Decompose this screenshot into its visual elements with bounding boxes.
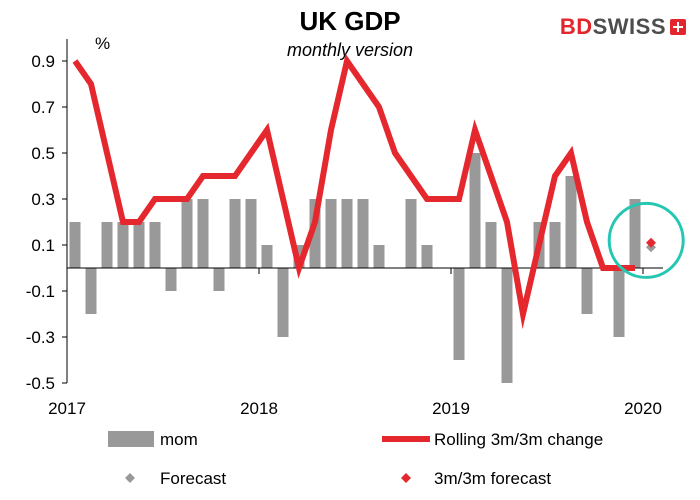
mom-bar — [117, 222, 129, 268]
rolling-3m-line — [72, 53, 635, 330]
y-tick-label: -0.1 — [26, 282, 55, 301]
mom-bar — [341, 199, 353, 268]
highlight-circle — [607, 201, 685, 279]
mom-bar — [181, 199, 193, 268]
mom-bar — [357, 199, 369, 268]
x-tick-label: 2017 — [48, 399, 86, 418]
mom-bar — [133, 222, 145, 268]
y-tick-label: 0.7 — [31, 98, 55, 117]
brand-text-left: BD — [559, 14, 593, 39]
mom-bar — [581, 268, 593, 314]
mom-bar — [325, 199, 337, 268]
legend-forecast-3m-swatch — [401, 473, 411, 483]
mom-bar — [277, 268, 289, 337]
mom-bar — [165, 268, 177, 291]
mom-bar — [565, 176, 577, 268]
mom-bar — [613, 268, 625, 337]
forecast-3m-marker — [646, 237, 656, 248]
mom-bar — [197, 199, 209, 268]
mom-bar — [101, 222, 113, 268]
y-tick-label: -0.5 — [26, 374, 55, 393]
x-tick-label: 2018 — [240, 399, 278, 418]
y-tick-label: 0.3 — [31, 190, 55, 209]
mom-bar — [453, 268, 465, 360]
mom-bar — [421, 245, 433, 268]
mom-bar — [213, 268, 225, 291]
mom-bar — [245, 199, 257, 268]
mom-bar — [309, 199, 321, 268]
x-tick-label: 2019 — [432, 399, 470, 418]
chart-subtitle: monthly version — [286, 40, 414, 60]
legend-rolling-label: Rolling 3m/3m change — [434, 430, 603, 449]
y-tick-label: 0.5 — [31, 144, 55, 163]
legend-forecast-3m-label: 3m/3m forecast — [434, 469, 551, 488]
mom-bar — [549, 222, 561, 268]
y-tick-label: 0.9 — [31, 52, 55, 71]
mom-bar — [469, 153, 481, 268]
legend-mom-label: mom — [160, 430, 198, 449]
mom-bar — [485, 222, 497, 268]
legend-forecast-swatch — [125, 473, 135, 483]
brand-text-right: SWISS — [592, 14, 666, 39]
legend-forecast-label: Forecast — [160, 469, 226, 488]
x-tick-label: 2020 — [624, 399, 662, 418]
mom-bar — [229, 199, 241, 268]
chart-title: UK GDP — [299, 6, 401, 36]
mom-bar — [261, 245, 273, 268]
mom-bar — [69, 222, 81, 268]
y-tick-label: -0.3 — [26, 328, 55, 347]
mom-bar — [501, 268, 513, 383]
mom-bar — [405, 199, 417, 268]
mom-bar — [373, 245, 385, 268]
mom-bar — [85, 268, 97, 314]
legend-mom-swatch — [108, 431, 154, 447]
mom-bar — [149, 222, 161, 268]
mom-bar — [629, 199, 641, 268]
bdswiss-logo: BD SWISS — [560, 14, 686, 40]
y-axis-unit: % — [95, 34, 111, 53]
cross-icon — [670, 19, 686, 35]
y-tick-label: 0.1 — [31, 236, 55, 255]
